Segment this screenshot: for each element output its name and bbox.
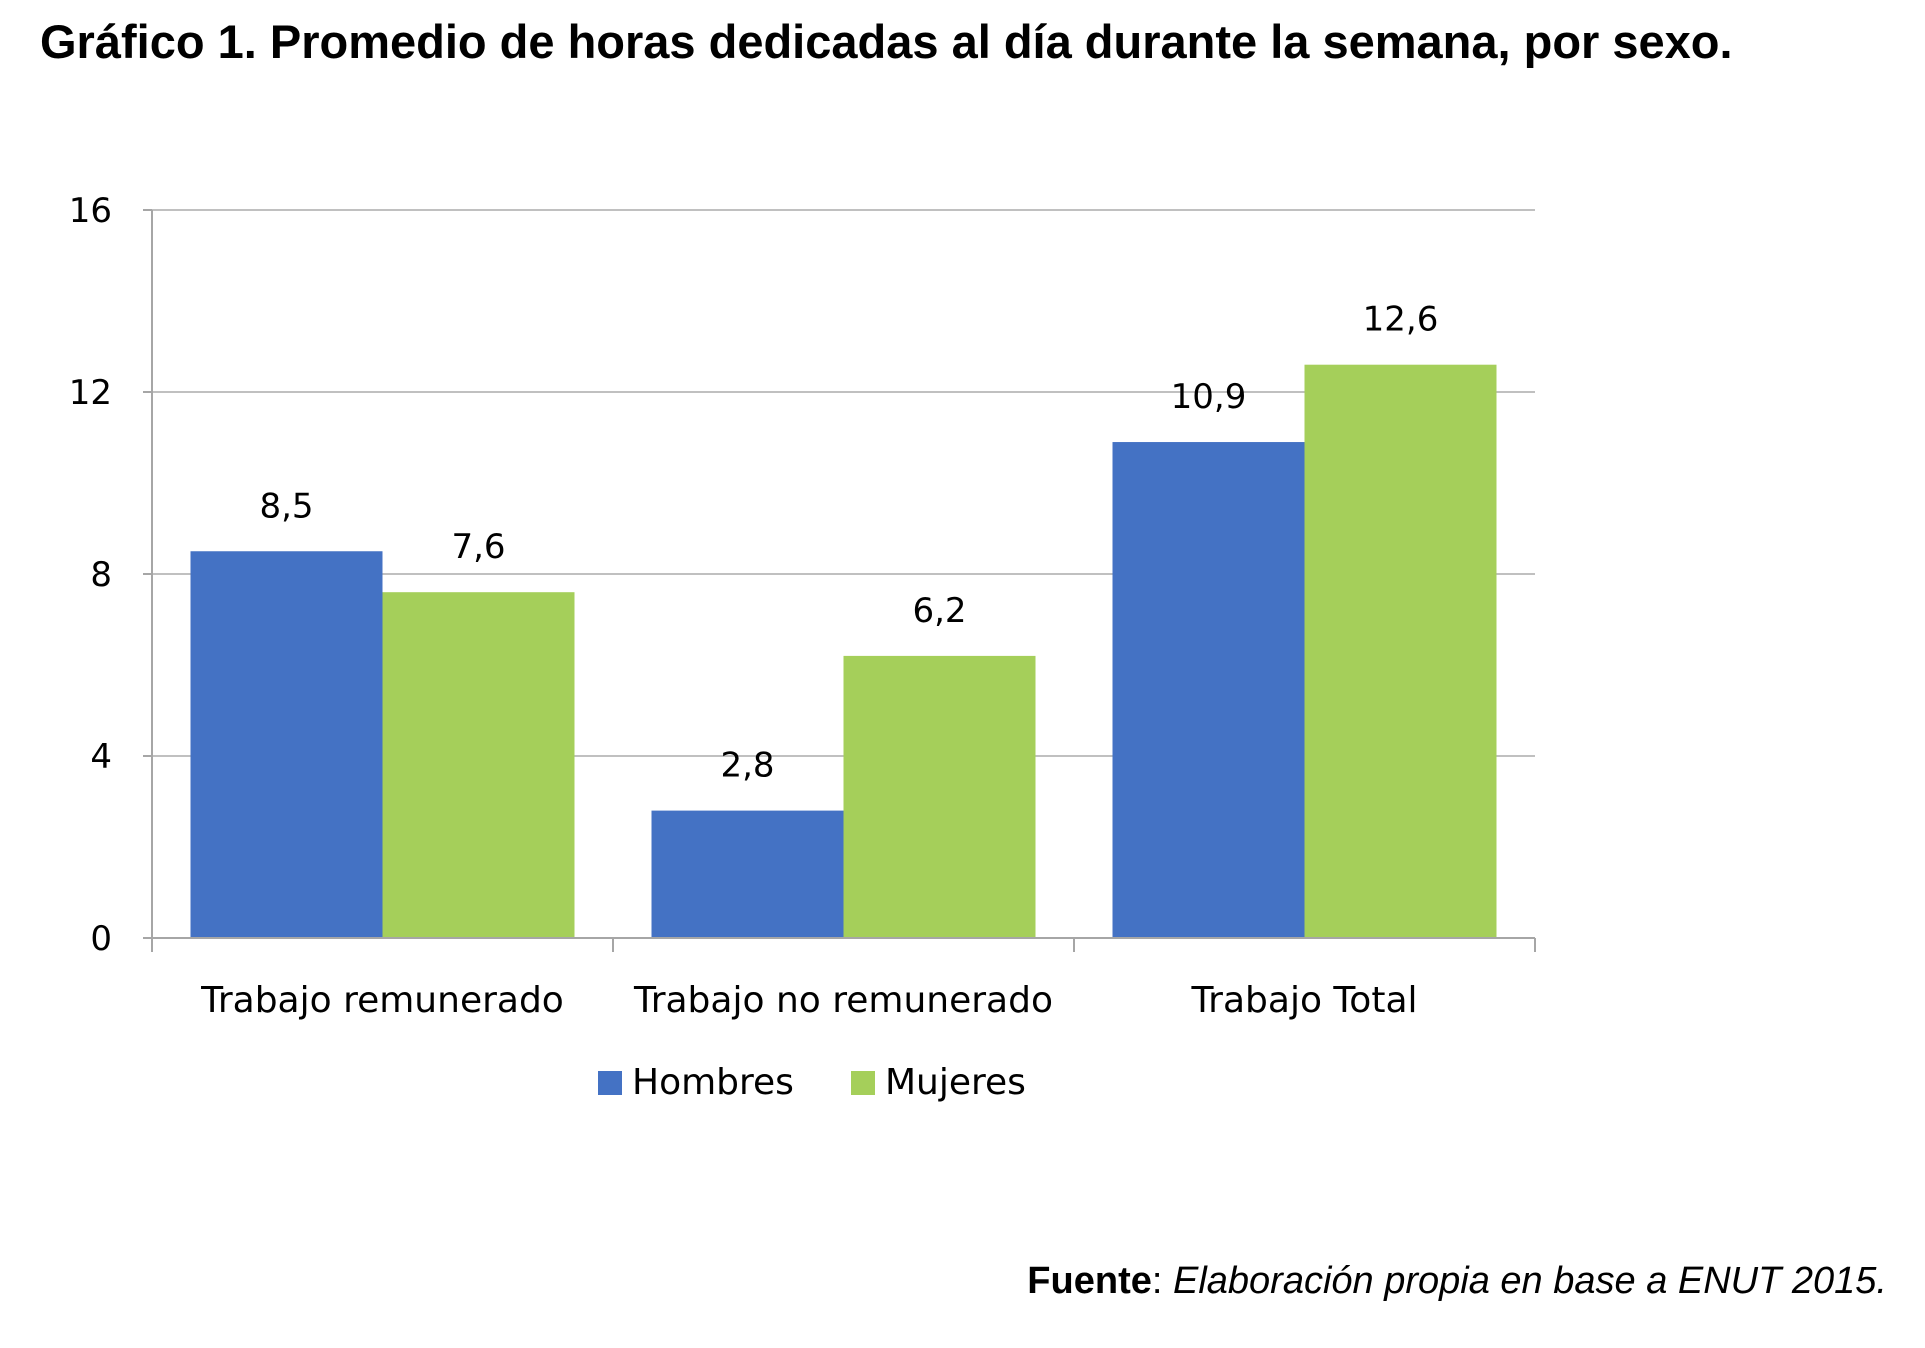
y-tick-label: 4 xyxy=(90,737,112,777)
source-note: Fuente: Elaboración propia en base a ENU… xyxy=(1027,1260,1887,1303)
data-label: 8,5 xyxy=(259,486,313,526)
data-label: 6,2 xyxy=(912,591,966,631)
labels: 0 4 8 12 16 8,5 7,6 Trabajo remunerado 2,8 6,2 Tra… xyxy=(69,191,1439,1021)
bar xyxy=(382,592,575,938)
bars xyxy=(190,364,1497,938)
legend-swatch xyxy=(851,1071,875,1095)
bar xyxy=(843,655,1036,938)
chart-title: Gráfico 1. Promedio de horas dedicadas a… xyxy=(40,15,1733,68)
category-label: Trabajo remunerado xyxy=(200,980,564,1021)
source-label: Fuente xyxy=(1027,1260,1152,1302)
bar xyxy=(190,551,383,938)
category-label: Trabajo no remunerado xyxy=(633,980,1053,1021)
legend: Hombres Mujeres xyxy=(598,1062,1026,1103)
bar xyxy=(1304,364,1497,938)
source-separator: : xyxy=(1151,1260,1173,1302)
y-tick-label: 12 xyxy=(69,373,112,413)
category-label: Trabajo Total xyxy=(1190,980,1417,1021)
source-text: Elaboración propia en base a ENUT 2015. xyxy=(1172,1260,1887,1302)
data-label: 2,8 xyxy=(720,746,774,786)
bar xyxy=(651,810,844,938)
y-tick-label: 16 xyxy=(69,191,112,231)
axes xyxy=(143,209,1536,952)
bar xyxy=(1112,442,1305,938)
data-label: 7,6 xyxy=(451,527,505,567)
y-tick-label: 0 xyxy=(90,919,112,959)
data-label: 12,6 xyxy=(1363,300,1439,340)
legend-label: Hombres xyxy=(632,1062,794,1103)
legend-label: Mujeres xyxy=(885,1062,1026,1103)
data-label: 10,9 xyxy=(1171,377,1247,417)
y-tick-label: 8 xyxy=(90,555,112,595)
legend-swatch xyxy=(598,1071,622,1095)
